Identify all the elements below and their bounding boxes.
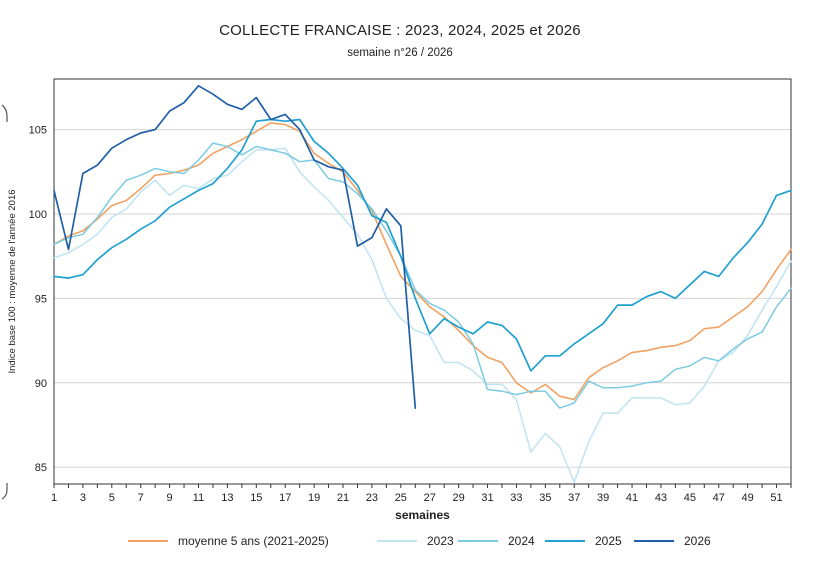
x-tick-label: 9 xyxy=(167,492,173,504)
x-tick-label: 11 xyxy=(193,492,204,504)
legend-label-4: 2026 xyxy=(684,534,711,548)
plot-frame xyxy=(53,78,792,485)
x-tick-label: 27 xyxy=(424,492,436,504)
series-line-2 xyxy=(53,142,792,409)
y-axis-title: Indice base 100 : moyenne de l'année 201… xyxy=(7,189,18,373)
left-edge-bracket-bottom xyxy=(1,483,8,500)
legend: moyenne 5 ans (2021-2025) 2023 2024 2025 202… xyxy=(128,534,711,548)
x-tick-label: 15 xyxy=(250,492,262,504)
series-line-3 xyxy=(53,118,792,372)
x-tick-label: 25 xyxy=(395,492,407,504)
x-tick-label: 7 xyxy=(138,492,144,504)
x-tick-label: 41 xyxy=(626,492,638,504)
chart-subtitle: semaine n°26 / 2026 xyxy=(347,47,453,59)
x-tick-label: 19 xyxy=(308,492,320,504)
x-tick-label: 5 xyxy=(109,492,115,504)
x-tick-label: 1 xyxy=(51,492,57,504)
x-tick-label: 43 xyxy=(655,492,667,504)
series-line-0 xyxy=(53,122,792,401)
x-tick-label: 47 xyxy=(713,492,725,504)
x-tick-label: 31 xyxy=(481,492,493,504)
y-tick-label: 85 xyxy=(35,462,47,474)
x-tick-label: 51 xyxy=(770,492,782,504)
x-tick-label: 39 xyxy=(597,492,609,504)
x-axis-title: semaines xyxy=(395,508,450,522)
series-line-4 xyxy=(53,84,417,409)
x-tick-label: 49 xyxy=(742,492,754,504)
x-tick-label: 33 xyxy=(510,492,522,504)
legend-label-1: 2023 xyxy=(427,534,454,548)
legend-label-2: 2024 xyxy=(508,534,535,548)
left-edge-bracket-top xyxy=(1,104,8,122)
series-line-1 xyxy=(53,147,792,484)
x-tick-label: 23 xyxy=(366,492,378,504)
y-tick-label: 105 xyxy=(29,125,47,137)
x-tick-label: 35 xyxy=(539,492,551,504)
x-tick-label: 17 xyxy=(279,492,291,504)
x-tick-label: 3 xyxy=(80,492,86,504)
series-lines xyxy=(53,84,792,484)
legend-label-3: 2025 xyxy=(595,534,622,548)
x-tick-label: 45 xyxy=(684,492,696,504)
x-tick-label: 37 xyxy=(568,492,580,504)
x-tick-label: 13 xyxy=(221,492,233,504)
y-tick-label: 100 xyxy=(29,209,47,221)
chart-title: COLLECTE FRANCAISE : 2023, 2024, 2025 et… xyxy=(219,22,581,39)
x-tick-label: 21 xyxy=(337,492,349,504)
y-tick-label: 95 xyxy=(35,293,47,305)
x-tick-label: 29 xyxy=(453,492,465,504)
y-tick-label: 90 xyxy=(35,378,47,390)
legend-label-0: moyenne 5 ans (2021-2025) xyxy=(178,534,329,548)
